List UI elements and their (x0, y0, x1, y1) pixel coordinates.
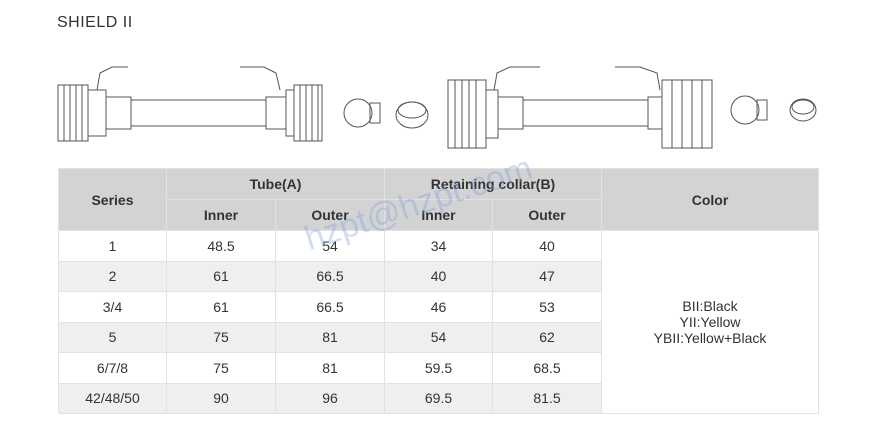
cell-tube-outer: 66.5 (275, 291, 385, 323)
cell-series: 6/7/8 (58, 352, 167, 384)
cell-tube-inner: 61 (166, 260, 276, 292)
header-collar-outer: Outer (492, 199, 602, 231)
cell-collar-outer: 81.5 (492, 382, 602, 414)
header-color: Color (601, 168, 819, 231)
cell-collar-inner: 54 (384, 321, 493, 353)
cell-tube-inner: 48.5 (166, 230, 276, 262)
cell-color: BII:Black YII:Yellow YBII:Yellow+Black (601, 230, 819, 414)
header-collar: Retaining collar(B) (384, 168, 602, 200)
shaft-drawings (57, 66, 817, 149)
table-row: 42/48/50 90 96 69.5 81.5 (58, 382, 819, 414)
cell-series: 42/48/50 (58, 382, 167, 414)
color-option: YBII:Yellow+Black (653, 330, 767, 346)
cell-tube-outer: 81 (275, 352, 385, 384)
cell-tube-inner: 75 (166, 321, 276, 353)
table-row: 6/7/8 75 81 59.5 68.5 (58, 352, 819, 384)
table-row: 2 61 66.5 40 47 (58, 260, 819, 292)
header-tube-outer: Outer (275, 199, 385, 231)
cell-collar-outer: 53 (492, 291, 602, 323)
header-tube-inner: Inner (166, 199, 276, 231)
cell-collar-inner: 69.5 (384, 382, 493, 414)
header-tube: Tube(A) (166, 168, 385, 200)
cell-collar-inner: 34 (384, 230, 493, 262)
page-title: SHIELD II (57, 14, 133, 31)
cell-collar-inner: 46 (384, 291, 493, 323)
cell-tube-inner: 75 (166, 352, 276, 384)
cell-series: 3/4 (58, 291, 167, 323)
cell-tube-inner: 90 (166, 382, 276, 414)
color-option: YII:Yellow (679, 314, 741, 330)
cell-tube-outer: 81 (275, 321, 385, 353)
cell-tube-inner: 61 (166, 291, 276, 323)
cell-tube-outer: 54 (275, 230, 385, 262)
table-row: 5 75 81 54 62 (58, 321, 819, 353)
pto-shaft-drawing-1 (57, 66, 429, 142)
cell-collar-inner: 40 (384, 260, 493, 292)
table-row: 1 48.5 54 34 40 BII:Black YII:Yellow YBI… (58, 230, 819, 414)
cell-collar-inner: 59.5 (384, 352, 493, 384)
cell-collar-outer: 40 (492, 230, 602, 262)
cell-tube-outer: 96 (275, 382, 385, 414)
pto-shaft-drawing-2 (447, 66, 817, 149)
cell-collar-outer: 62 (492, 321, 602, 353)
cell-series: 2 (58, 260, 167, 292)
cell-tube-outer: 66.5 (275, 260, 385, 292)
header-series: Series (58, 168, 167, 231)
cell-series: 5 (58, 321, 167, 353)
header-collar-inner: Inner (384, 199, 493, 231)
table-row: 3/4 61 66.5 46 53 (58, 291, 819, 323)
color-option: BII:Black (682, 298, 738, 314)
cell-collar-outer: 47 (492, 260, 602, 292)
spec-table: Series Tube(A) Retaining collar(B) Color… (58, 168, 819, 414)
cell-series: 1 (58, 230, 167, 262)
cell-collar-outer: 68.5 (492, 352, 602, 384)
